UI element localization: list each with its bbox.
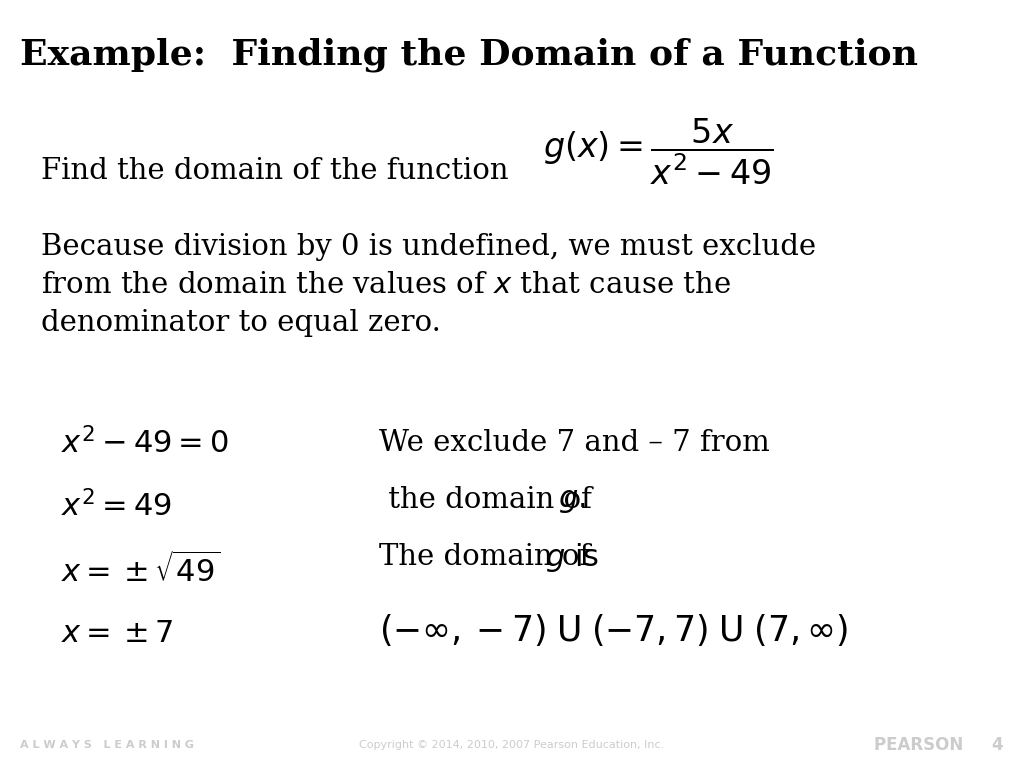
Text: Example:  Finding the Domain of a Function: Example: Finding the Domain of a Functio… xyxy=(20,38,919,72)
Text: Copyright © 2014, 2010, 2007 Pearson Education, Inc.: Copyright © 2014, 2010, 2007 Pearson Edu… xyxy=(359,740,665,750)
Text: $g(x) = \dfrac{5x}{x^2-49}$: $g(x) = \dfrac{5x}{x^2-49}$ xyxy=(543,117,773,187)
Text: PEARSON     4: PEARSON 4 xyxy=(873,736,1004,754)
Text: The domain of: The domain of xyxy=(379,543,599,571)
Text: $(-\infty,-7)\;\mathsf{U}\;(-7,7)\;\mathsf{U}\;(7,\infty)$: $(-\infty,-7)\;\mathsf{U}\;(-7,7)\;\math… xyxy=(379,612,848,648)
Text: We exclude 7 and – 7 from: We exclude 7 and – 7 from xyxy=(379,429,770,457)
Text: $x^2 = 49$: $x^2 = 49$ xyxy=(61,490,172,523)
Text: Find the domain of the function: Find the domain of the function xyxy=(41,157,509,184)
Text: denominator to equal zero.: denominator to equal zero. xyxy=(41,309,441,336)
Text: Because division by 0 is undefined, we must exclude: Because division by 0 is undefined, we m… xyxy=(41,233,816,260)
Text: $x = \pm\sqrt{49}$: $x = \pm\sqrt{49}$ xyxy=(61,552,221,588)
Text: A L W A Y S   L E A R N I N G: A L W A Y S L E A R N I N G xyxy=(20,740,195,750)
Text: $g$.: $g$. xyxy=(558,485,586,515)
Text: $x^2 - 49 = 0$: $x^2 - 49 = 0$ xyxy=(61,427,229,459)
Text: the domain of: the domain of xyxy=(379,486,601,514)
Text: from the domain the values of $x$ that cause the: from the domain the values of $x$ that c… xyxy=(41,271,731,299)
Text: $x = \pm 7$: $x = \pm 7$ xyxy=(61,619,174,647)
Text: $g$ is: $g$ is xyxy=(545,541,599,574)
